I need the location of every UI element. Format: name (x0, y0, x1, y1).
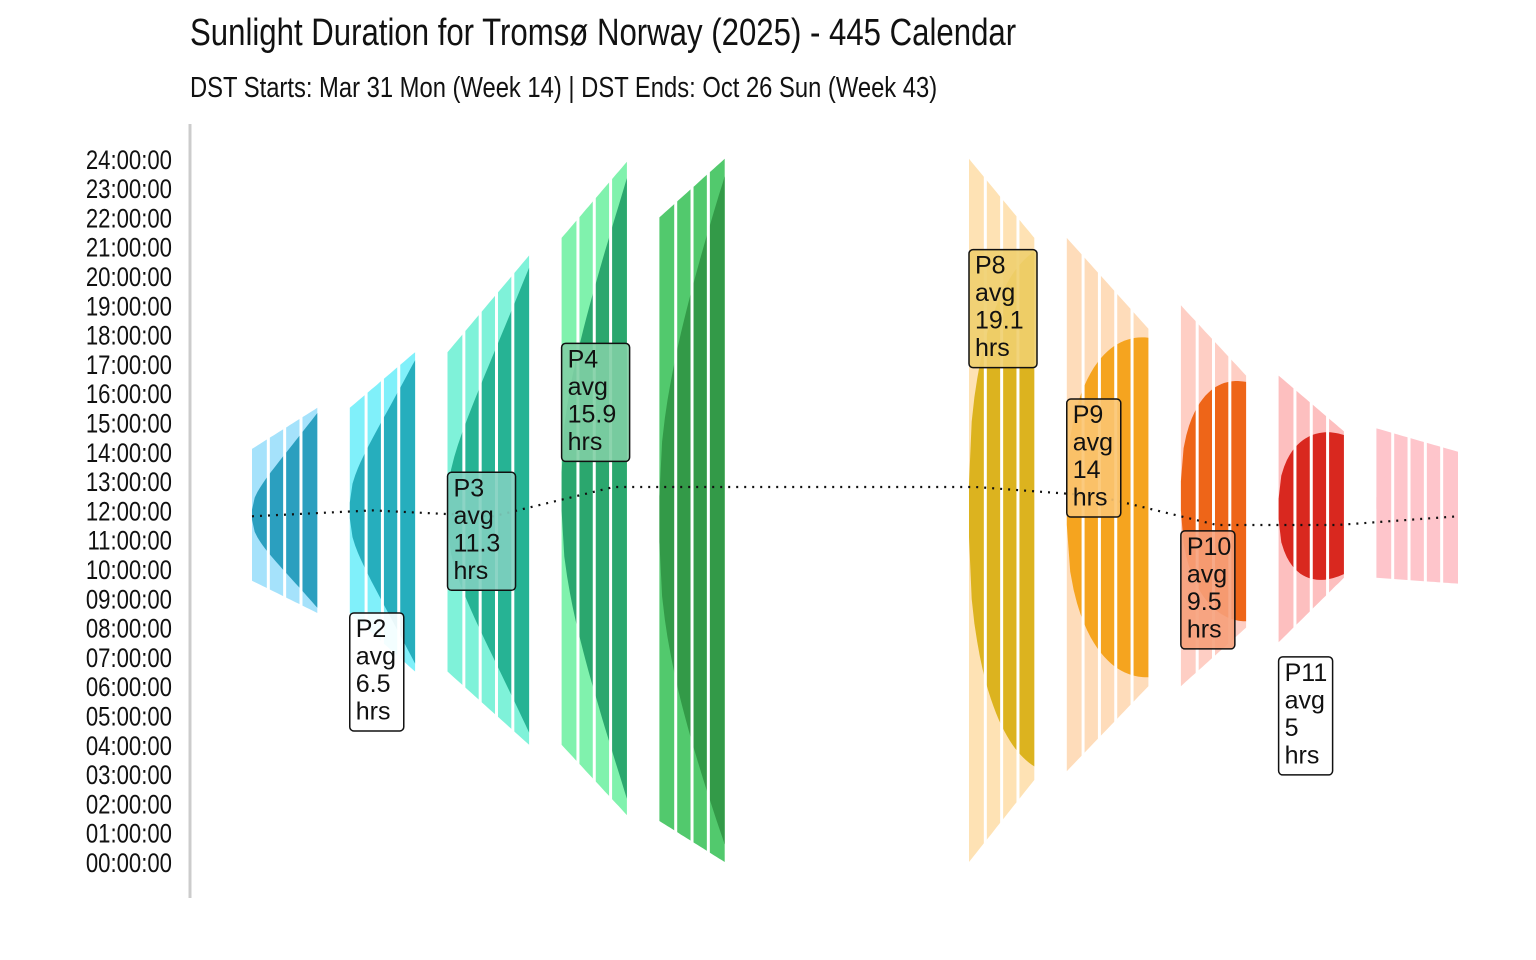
annotation-box (560, 342, 631, 463)
y-tick-label: 07:00:00 (86, 644, 172, 674)
annotation-text: hrs (975, 334, 1010, 362)
annotation-box (349, 612, 405, 732)
y-tick-label: 03:00:00 (86, 761, 172, 791)
y-tick-label: 04:00:00 (86, 732, 172, 762)
annotation-text: avg (1073, 429, 1113, 457)
y-tick-label: 16:00:00 (86, 380, 172, 410)
y-tick-label: 11:00:00 (88, 527, 172, 557)
y-tick-label: 15:00:00 (86, 410, 172, 440)
annotation-box (1066, 398, 1122, 518)
y-tick-label: 22:00:00 (86, 204, 172, 234)
y-tick-label: 19:00:00 (86, 292, 172, 322)
annotation-text: P10 (1187, 533, 1231, 561)
annotation-text: P3 (454, 474, 485, 502)
annotation-text: 6.5 (356, 670, 391, 698)
annotation-text: hrs (454, 557, 489, 585)
annotation-text: avg (568, 373, 608, 401)
annotation-text: 9.5 (1187, 588, 1222, 616)
annotation-text: avg (356, 642, 396, 670)
y-tick-label: 24:00:00 (86, 146, 172, 176)
y-tick-label: 06:00:00 (86, 673, 172, 703)
annotation-box (968, 248, 1038, 369)
y-tick-label: 09:00:00 (86, 585, 172, 615)
y-tick-label: 08:00:00 (86, 615, 172, 645)
annotation-box (446, 471, 517, 592)
annotation-box (1180, 530, 1236, 650)
annotation-text: avg (1285, 686, 1325, 714)
y-tick-label: 00:00:00 (86, 849, 172, 879)
period-p6-dark-area (757, 176, 839, 845)
annotation-text: avg (1187, 560, 1227, 588)
annotation-text: 14 (1073, 456, 1101, 484)
y-tick-label: 01:00:00 (86, 820, 172, 850)
annotation-text: 11.3 (454, 529, 501, 557)
annotation-text: 19.1 (975, 307, 1024, 335)
y-tick-label: 17:00:00 (86, 351, 172, 381)
y-tick-label: 21:00:00 (86, 234, 172, 264)
annotation-text: 5 (1285, 714, 1299, 742)
y-tick-label: 20:00:00 (86, 263, 172, 293)
annotation-text: hrs (1285, 741, 1320, 769)
y-tick-label: 10:00:00 (86, 556, 172, 586)
annotation-text: P8 (975, 252, 1006, 280)
y-tick-label: 02:00:00 (86, 790, 172, 820)
chart-subtitle: DST Starts: Mar 31 Mon (Week 14) | DST E… (190, 72, 938, 104)
y-tick-label: 14:00:00 (86, 439, 172, 469)
annotation-text: avg (454, 502, 494, 530)
annotation-text: hrs (1187, 615, 1222, 643)
annotation-text: P4 (568, 345, 599, 373)
annotation-text: hrs (568, 428, 603, 456)
annotation-text: P9 (1073, 401, 1104, 429)
annotation-text: hrs (356, 697, 391, 725)
y-tick-label: 12:00:00 (86, 497, 172, 527)
y-tick-label: 23:00:00 (86, 175, 172, 205)
chart-title: Sunlight Duration for Tromsø Norway (202… (190, 12, 1017, 54)
annotation-text: avg (975, 279, 1015, 307)
y-tick-label: 05:00:00 (86, 703, 172, 733)
annotation-text: P11 (1285, 659, 1328, 687)
y-tick-label: 13:00:00 (86, 468, 172, 498)
annotation-text: hrs (1073, 484, 1108, 512)
period-p12-dark-area (1376, 455, 1458, 581)
y-tick-label: 18:00:00 (86, 322, 172, 352)
annotation-text: 15.9 (568, 400, 617, 428)
annotation-box (1277, 656, 1334, 776)
annotation-text: P2 (356, 615, 387, 643)
solar-noon-line (251, 485, 1459, 527)
